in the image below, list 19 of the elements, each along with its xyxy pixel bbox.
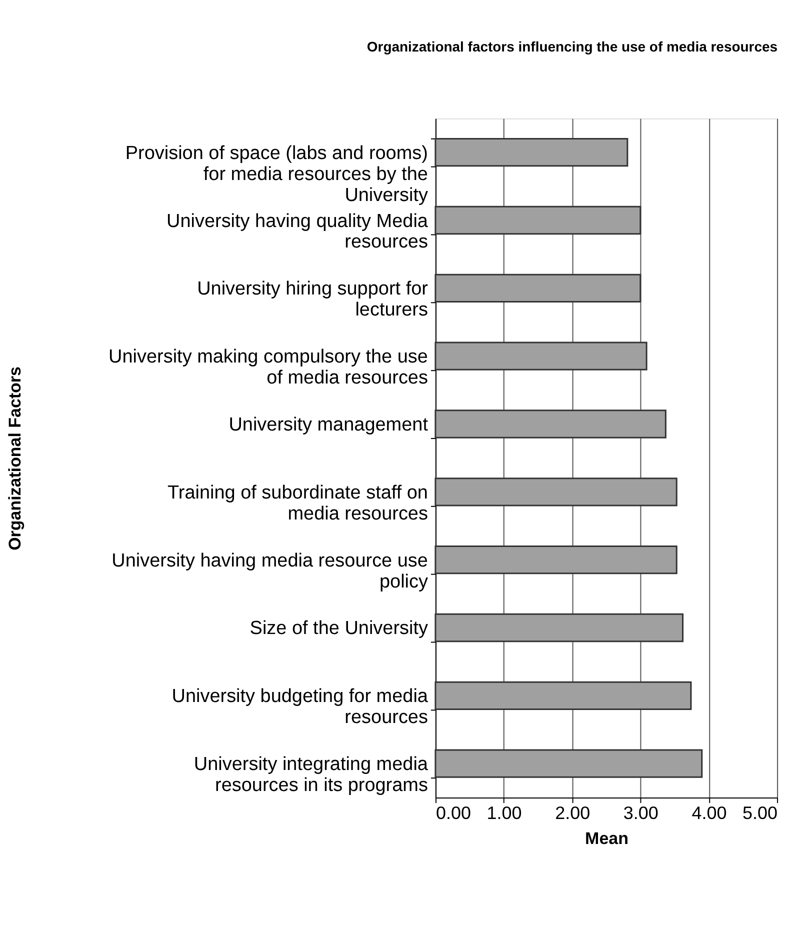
y-tick-label: University making compulsory the use of media resources bbox=[108, 346, 428, 389]
x-tick-label: 5.00 bbox=[742, 803, 778, 824]
chart-title: Organizational factors influencing the use of media resources bbox=[366, 38, 778, 54]
x-tick-label: 2.00 bbox=[555, 803, 590, 824]
x-tick-label: 1.00 bbox=[486, 803, 522, 824]
x-tick-label: 4.00 bbox=[692, 803, 727, 824]
y-tick-label: Training of subordinate staff on media resources bbox=[168, 482, 428, 524]
x-tick-label: 3.00 bbox=[623, 803, 658, 824]
x-axis-title: Mean bbox=[585, 828, 628, 848]
y-tick-label: Size of the University bbox=[250, 618, 428, 640]
y-axis-title: Organizational Factors bbox=[5, 366, 24, 550]
y-tick-label: University integrating media resources in its programs bbox=[194, 754, 428, 796]
y-tick-label: Provision of space (labs and rooms) for media resources by the University bbox=[125, 142, 428, 206]
y-tick-label: University management bbox=[228, 414, 429, 436]
y-tick-label: University budgeting for media resources bbox=[172, 686, 428, 728]
y-tick-label: University having quality Media resources bbox=[166, 210, 428, 253]
x-tick-label: 0.00 bbox=[436, 803, 471, 824]
y-tick-label: University having media resource use policy bbox=[112, 550, 428, 592]
y-tick-label: University hiring support for lecturers bbox=[197, 278, 428, 321]
